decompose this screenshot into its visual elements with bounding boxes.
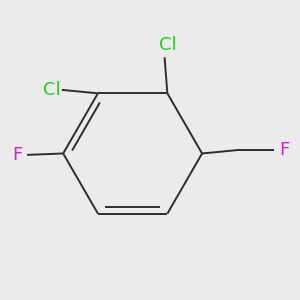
- Text: Cl: Cl: [158, 36, 176, 54]
- Text: F: F: [12, 146, 22, 164]
- Text: Cl: Cl: [43, 81, 60, 99]
- Text: F: F: [279, 141, 289, 159]
